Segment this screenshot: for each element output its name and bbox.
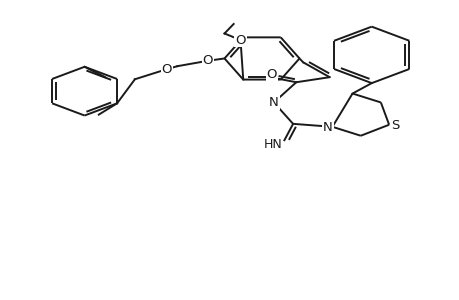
Text: O: O bbox=[235, 34, 245, 46]
Text: O: O bbox=[161, 63, 172, 76]
Text: O: O bbox=[202, 54, 213, 67]
Text: HN: HN bbox=[263, 138, 282, 151]
Text: O: O bbox=[266, 68, 276, 81]
Text: N: N bbox=[269, 96, 278, 109]
Text: S: S bbox=[391, 119, 399, 132]
Text: N: N bbox=[322, 121, 332, 134]
